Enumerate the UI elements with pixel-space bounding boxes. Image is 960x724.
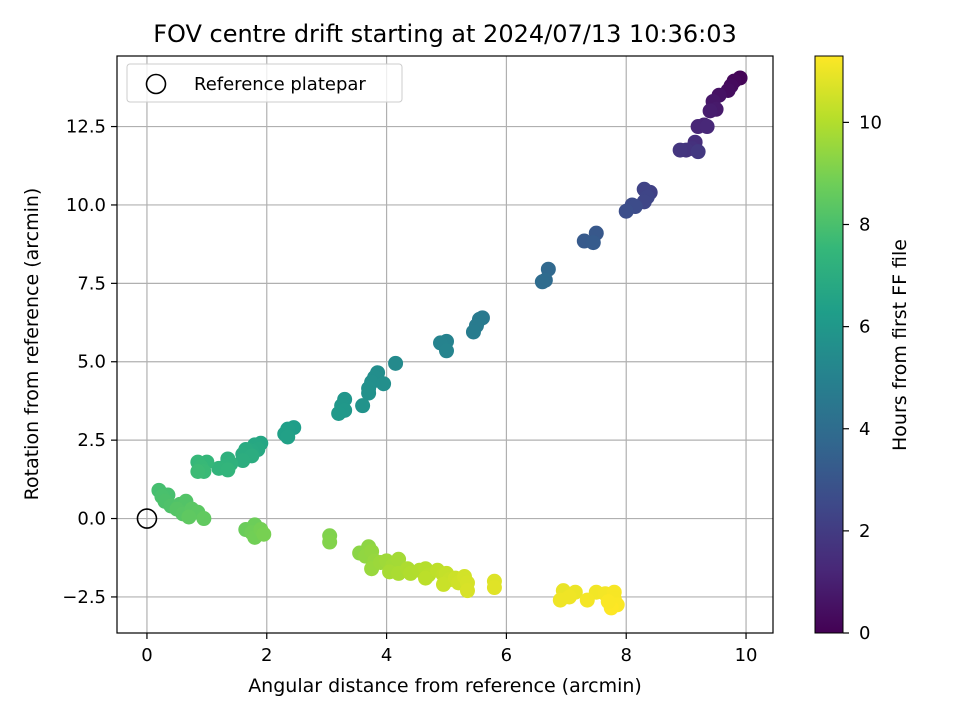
colorbar-gradient (814, 55, 844, 634)
plot-frame (116, 55, 774, 634)
data-point (465, 324, 481, 340)
data-point (459, 583, 475, 599)
y-tick-label: 5.0 (77, 352, 106, 373)
x-tick-label: 2 (261, 645, 272, 666)
data-point (438, 343, 454, 359)
data-point (220, 462, 236, 478)
data-point (388, 355, 404, 371)
data-point (702, 103, 718, 119)
y-tick-label: 2.5 (77, 430, 106, 451)
grid-layer (117, 56, 773, 633)
data-point (534, 274, 550, 290)
data-point (190, 464, 206, 480)
data-point (600, 594, 616, 610)
data-point (486, 580, 502, 596)
data-point (391, 551, 407, 567)
data-point (355, 398, 371, 414)
chart-title: FOV centre drift starting at 2024/07/13 … (153, 20, 737, 48)
colorbar: 0 2 4 6 8 10 (814, 55, 882, 644)
colorbar-tick-label: 0 (859, 623, 870, 644)
y-tick-label: 10.0 (66, 195, 106, 216)
legend-entry-reference: Reference platepar (194, 74, 366, 95)
data-point (699, 119, 715, 135)
data-point (672, 142, 688, 158)
data-point (552, 592, 568, 608)
data-point (585, 235, 601, 251)
legend-marker-icon (145, 73, 167, 95)
data-point (322, 534, 338, 550)
legend-box (126, 63, 403, 103)
x-tick-label: 6 (501, 645, 512, 666)
data-point (235, 453, 251, 469)
colorbar-tick-label: 8 (859, 215, 870, 236)
x-tick-label: 8 (620, 645, 631, 666)
x-tick-label: 0 (141, 645, 152, 666)
data-point (361, 385, 377, 401)
data-point (196, 511, 212, 527)
y-tick-label: −2.5 (62, 587, 106, 608)
points-layer (136, 70, 748, 616)
y-tick-label: 12.5 (66, 117, 106, 138)
data-point (436, 576, 452, 592)
colorbar-label: Hours from first FF file (889, 239, 911, 451)
data-point (418, 570, 434, 586)
data-point (690, 144, 706, 160)
data-point (618, 203, 634, 219)
y-tick-label: 0.0 (77, 509, 106, 530)
y-axis-label: Rotation from reference (arcmin) (21, 188, 43, 501)
data-point (256, 526, 272, 542)
reference-point-marker (136, 508, 158, 529)
data-point (280, 429, 296, 445)
axes-layer: 0 2 4 6 8 10 −2.5 0.0 2.5 5.0 7.5 10.0 12.5 (62, 55, 774, 666)
legend: Reference platepar (126, 63, 403, 103)
y-tick-label: 7.5 (77, 273, 106, 294)
data-point (376, 376, 392, 392)
colorbar-tick-label: 10 (859, 112, 882, 133)
colorbar-tick-label: 2 (859, 521, 870, 542)
data-point (579, 592, 595, 608)
data-point (331, 405, 347, 421)
x-axis-label: Angular distance from reference (arcmin) (248, 675, 642, 697)
colorbar-tick-label: 6 (859, 317, 870, 338)
data-point (181, 509, 197, 525)
x-tick-label: 10 (735, 645, 758, 666)
x-tick-label: 4 (381, 645, 392, 666)
colorbar-tick-label: 4 (859, 419, 870, 440)
